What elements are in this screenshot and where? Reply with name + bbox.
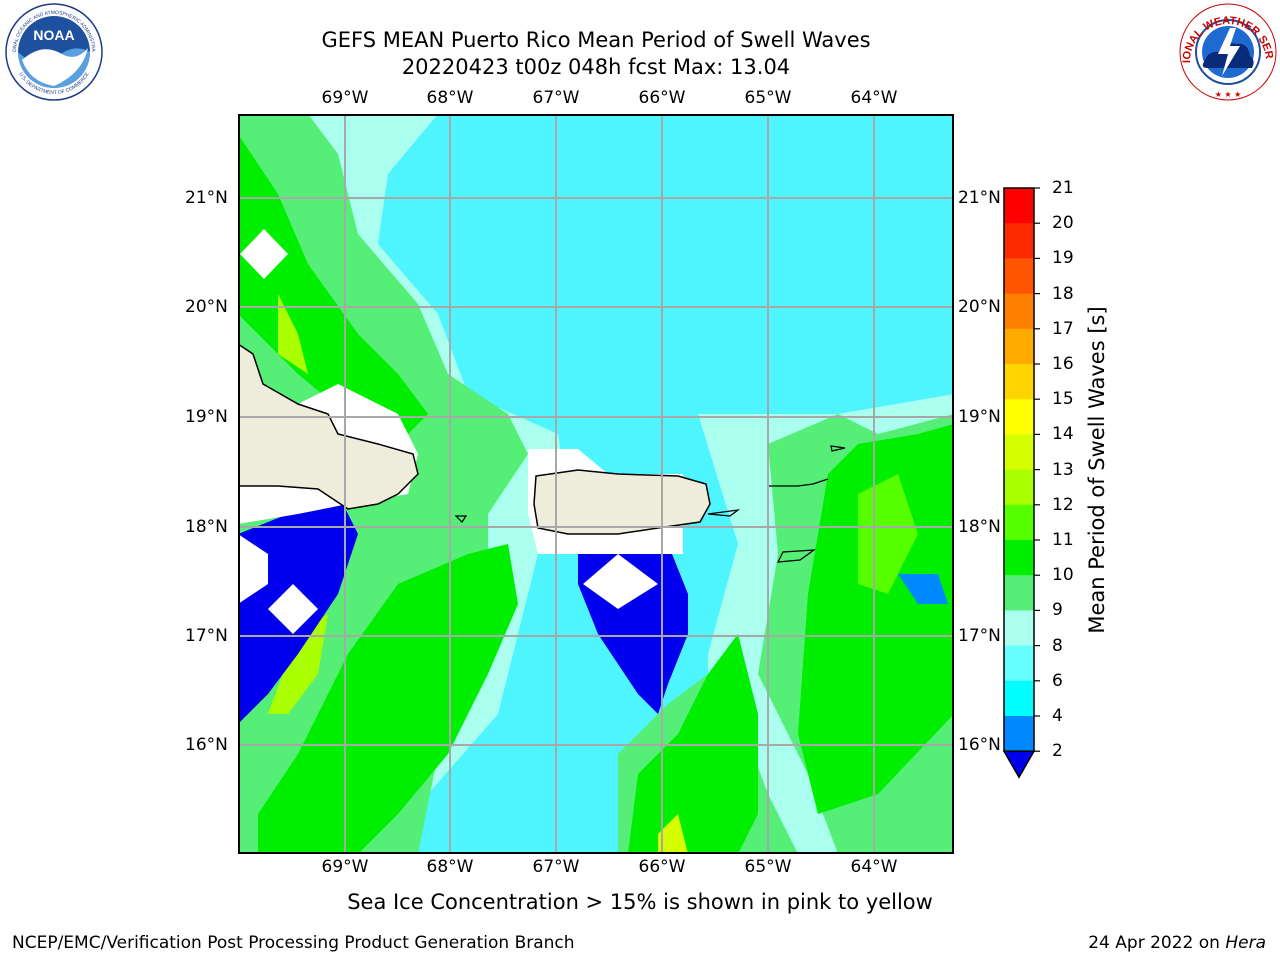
colorbar-band xyxy=(1004,540,1034,576)
colorbar-tick-label: 21 xyxy=(1052,178,1074,198)
mask-diamond-nw xyxy=(240,229,288,279)
lat-label-left-21n: 21°N xyxy=(185,188,228,208)
colorbar-band xyxy=(1004,680,1034,717)
anguilla-outline xyxy=(830,445,846,452)
lon-label-top-66w: 66°W xyxy=(638,88,686,108)
contour-4-6-east xyxy=(898,574,948,604)
sea-ice-note: Sea Ice Concentration > 15% is shown in … xyxy=(347,890,933,914)
svg-text:★ ★ ★: ★ ★ ★ xyxy=(1215,90,1242,99)
colorbar-tick-label: 14 xyxy=(1052,424,1074,445)
colorbar-extend-arrow xyxy=(1002,750,1036,779)
lon-label-bottom-64w: 64°W xyxy=(850,857,898,877)
hispaniola-land xyxy=(238,343,419,510)
nws-logo: NATIONAL WEATHER SERVICE ★ ★ ★ xyxy=(1174,0,1278,106)
colorbar-band xyxy=(1004,434,1034,471)
colorbar-tick-label: 16 xyxy=(1052,354,1074,374)
noaa-logo-text: NOAA xyxy=(33,27,74,43)
contour-11-12-sw xyxy=(268,614,328,714)
st-croix-outline xyxy=(776,549,817,563)
lon-label-top-67w: 67°W xyxy=(532,88,580,108)
lat-label-left-17n: 17°N xyxy=(185,626,228,646)
colorbar-tick-label: 17 xyxy=(1052,318,1074,339)
swell-period-map xyxy=(238,114,954,854)
colorbar-tick-label: 12 xyxy=(1052,494,1074,515)
map-title: GEFS MEAN Puerto Rico Mean Period of Swe… xyxy=(321,28,871,52)
map-frame xyxy=(238,114,954,854)
colorbar-tick-label: 9 xyxy=(1052,600,1063,621)
colorbar-band xyxy=(1004,293,1034,330)
lon-label-top-68w: 68°W xyxy=(426,88,474,108)
contour-11-12-n xyxy=(278,294,308,374)
lon-label-bottom-66w: 66°W xyxy=(638,857,686,877)
colorbar-band xyxy=(1004,258,1034,295)
lat-label-left-20n: 20°N xyxy=(185,297,228,317)
mask-edge-w xyxy=(238,534,268,604)
lon-label-bottom-65w: 65°W xyxy=(744,857,792,877)
colorbar-tick-label: 10 xyxy=(1052,565,1074,586)
lat-label-left-16n: 16°N xyxy=(185,735,228,755)
lon-label-bottom-68w: 68°W xyxy=(426,857,474,877)
colorbar-band xyxy=(1004,610,1034,647)
colorbar-band xyxy=(1004,188,1034,224)
lat-label-right-16n: 16°N xyxy=(958,735,1001,755)
colorbar-tick-label: 18 xyxy=(1052,283,1074,304)
colorbar-band xyxy=(1004,575,1034,611)
colorbar-band xyxy=(1004,645,1034,682)
colorbar-tick-label: 15 xyxy=(1052,389,1074,410)
colorbar-tick-label: 19 xyxy=(1052,248,1074,269)
lat-label-left-19n: 19°N xyxy=(185,407,228,427)
colorbar-tick-label: 6 xyxy=(1052,670,1063,691)
colorbar-tick-label: 13 xyxy=(1052,459,1074,480)
lat-label-right-18n: 18°N xyxy=(958,517,1001,537)
colorbar-label: Mean Period of Swell Waves [s] xyxy=(1085,306,1109,634)
colorbar-band xyxy=(1004,364,1034,400)
colorbar-band xyxy=(1004,399,1034,435)
lon-label-top-69w: 69°W xyxy=(321,88,369,108)
forecast-subtitle: 20220423 t00z 048h fcst Max: 13.04 xyxy=(401,55,791,79)
colorbar-tick-label: 20 xyxy=(1052,213,1074,234)
lon-label-top-64w: 64°W xyxy=(850,88,898,108)
colorbar xyxy=(1000,186,1040,790)
contour-10-11-e xyxy=(798,424,954,814)
vieques-outline xyxy=(707,509,741,517)
colorbar-tick-label: 2 xyxy=(1052,741,1063,762)
lat-label-right-19n: 19°N xyxy=(958,407,1001,427)
map-svg xyxy=(238,114,954,854)
contour-max-south xyxy=(658,814,688,854)
map-gridlines xyxy=(238,114,954,854)
colorbar-band xyxy=(1004,716,1034,752)
noaa-logo: NOAA NATIONAL OCEANIC AND ATMOSPHERIC AD… xyxy=(0,0,106,106)
lon-label-bottom-69w: 69°W xyxy=(321,857,369,877)
footer-machine: Hera xyxy=(1225,933,1266,953)
colorbar-band xyxy=(1004,469,1034,506)
mask-diamond-sw xyxy=(268,584,318,634)
mask-diamond-s xyxy=(583,554,658,609)
colorbar-svg xyxy=(1002,187,1040,779)
lon-label-bottom-67w: 67°W xyxy=(532,857,580,877)
colorbar-band xyxy=(1004,223,1034,259)
mona-outline xyxy=(454,515,468,523)
colorbar-tick-label: 11 xyxy=(1052,530,1074,550)
footer-credit: NCEP/EMC/Verification Post Processing Pr… xyxy=(12,933,575,953)
contour-10-11-sw xyxy=(258,544,518,854)
lat-label-right-20n: 20°N xyxy=(958,297,1001,317)
colorbar-band xyxy=(1004,504,1034,541)
lat-label-right-17n: 17°N xyxy=(958,626,1001,646)
lon-label-top-65w: 65°W xyxy=(744,88,792,108)
colorbar-tick-label: 8 xyxy=(1052,635,1063,656)
footer-date: 24 Apr 2022 on Hera xyxy=(1088,933,1266,953)
contour-10-11-north xyxy=(238,134,428,444)
virgin-islands-outline xyxy=(768,478,829,487)
colorbar-tick-label: 4 xyxy=(1052,706,1063,726)
lat-label-left-18n: 18°N xyxy=(185,517,228,537)
lat-label-right-21n: 21°N xyxy=(958,188,1001,208)
puerto-rico-land xyxy=(533,469,711,535)
colorbar-band xyxy=(1004,328,1034,365)
